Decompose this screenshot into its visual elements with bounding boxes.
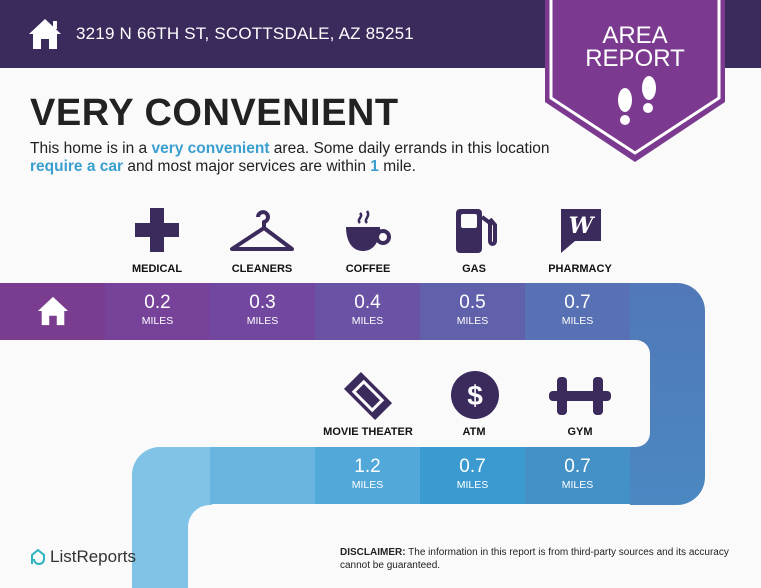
segment-coffee: 0.4 MILES bbox=[315, 283, 420, 340]
segment-gym: 0.7 MILES bbox=[525, 447, 630, 504]
home-segment bbox=[0, 283, 105, 340]
description: This home is in a very convenient area. … bbox=[30, 140, 550, 175]
property-address: 3219 N 66TH ST, SCOTTSDALE, AZ 85251 bbox=[76, 24, 414, 43]
dollar-icon: $ bbox=[451, 371, 499, 419]
home-icon bbox=[29, 19, 61, 49]
path-gap bbox=[0, 340, 650, 447]
label-cleaners: CLEANERS bbox=[231, 263, 293, 275]
segment-medical: 0.2 MILES bbox=[105, 283, 210, 340]
footer-area bbox=[188, 505, 761, 588]
label-pharmacy: PHARMACY bbox=[548, 263, 612, 275]
svg-text:W: W bbox=[569, 213, 596, 239]
listreports-logo: ListReports bbox=[30, 547, 136, 567]
label-coffee: COFFEE bbox=[345, 263, 391, 275]
segment-cleaners: 0.3 MILES bbox=[210, 283, 315, 340]
ticket-icon bbox=[343, 371, 393, 421]
segment-atm: 0.7 MILES bbox=[420, 447, 525, 504]
badge-title: AREA REPORT bbox=[545, 22, 725, 72]
label-medical: MEDICAL bbox=[131, 263, 183, 275]
badge-line1: AREA bbox=[602, 22, 668, 49]
label-gas: GAS bbox=[462, 263, 486, 275]
pharmacy-icon: W bbox=[561, 209, 601, 253]
label-atm: ATM bbox=[462, 426, 486, 438]
gas-pump-icon bbox=[456, 209, 497, 253]
svg-text:$: $ bbox=[467, 380, 483, 411]
label-gym: GYM bbox=[567, 426, 593, 438]
page-title: VERY CONVENIENT bbox=[30, 92, 399, 134]
badge-line2: REPORT bbox=[585, 45, 685, 72]
disclaimer: DISCLAIMER: The information in this repo… bbox=[340, 547, 729, 571]
logo-house-icon bbox=[31, 548, 45, 565]
segment-pharmacy: 0.7 MILES bbox=[525, 283, 630, 340]
area-report-badge bbox=[545, 0, 725, 162]
hanger-icon bbox=[230, 210, 294, 251]
coffee-cup-icon bbox=[346, 210, 391, 251]
segment-gas: 0.5 MILES bbox=[420, 283, 525, 340]
segment-empty bbox=[210, 447, 315, 504]
footprints-icon bbox=[618, 76, 656, 125]
label-movie-theater: MOVIE THEATER bbox=[323, 426, 413, 438]
logo-text: ListReports bbox=[50, 547, 136, 566]
dumbbell-icon bbox=[549, 377, 611, 415]
home-icon bbox=[37, 296, 68, 326]
medical-cross-icon bbox=[135, 208, 179, 252]
segment-movie-theater: 1.2 MILES bbox=[315, 447, 420, 504]
